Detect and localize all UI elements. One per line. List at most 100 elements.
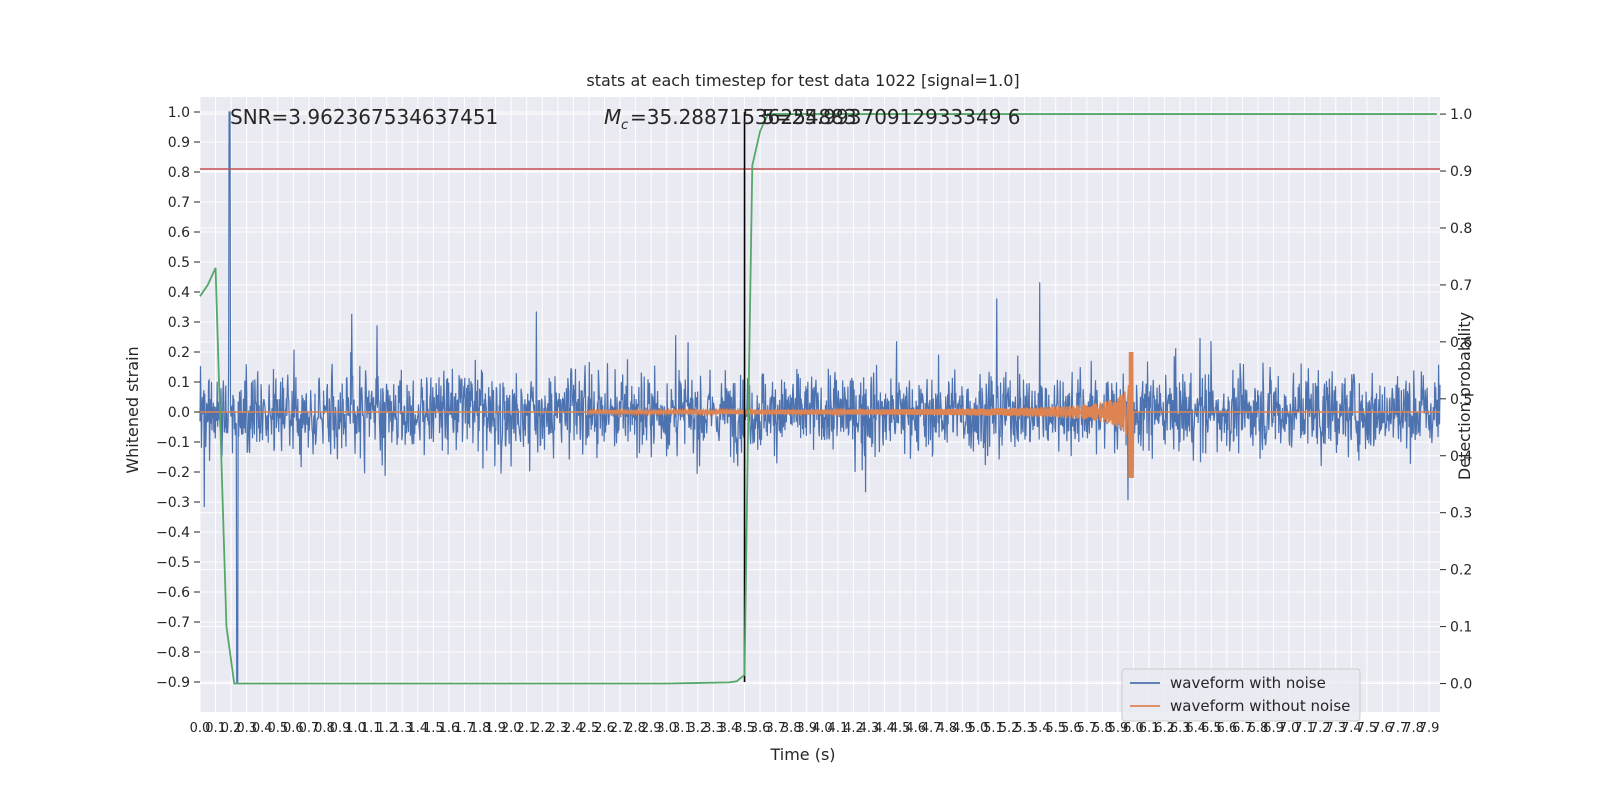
x-tick-label: 1.7	[454, 721, 475, 736]
y-tick-label-right: 0.3	[1450, 506, 1472, 522]
x-axis-label: Time (s)	[769, 745, 835, 764]
x-tick-label: 0.8	[314, 721, 335, 736]
x-tick-label: 7.1	[1294, 721, 1315, 736]
x-tick-label: 2.7	[610, 721, 631, 736]
x-tick-label: 6.9	[1263, 721, 1284, 736]
x-tick-label: 6.8	[1248, 721, 1269, 736]
x-tick-label: 5.7	[1076, 721, 1097, 736]
x-tick-label: 1.9	[485, 721, 506, 736]
y-tick-label-left: −0.7	[156, 615, 190, 631]
y-tick-label-right: 0.7	[1450, 278, 1472, 294]
x-tick-label: 6.6	[1217, 721, 1238, 736]
series-detection-probability	[199, 113, 1437, 685]
y-tick-label-left: −0.4	[156, 525, 190, 541]
x-tick-label: 2.0	[501, 721, 522, 736]
x-tick-label: 2.8	[625, 721, 646, 736]
y-tick-label-right: 0.6	[1450, 335, 1472, 351]
x-tick-label: 4.3	[859, 721, 880, 736]
x-tick-label: 4.0	[812, 721, 833, 736]
x-tick-label: 0.0	[190, 721, 211, 736]
chirp-mass-value: =35.28871536254883	[630, 105, 857, 129]
x-tick-label: 4.5	[890, 721, 911, 736]
x-tick-label: 5.6	[1061, 721, 1082, 736]
y-tick-label-right: 0.8	[1450, 221, 1472, 237]
y-tick-label-left: −0.3	[156, 495, 190, 511]
y-tick-label-right: 0.1	[1450, 620, 1472, 636]
x-tick-label: 7.6	[1372, 721, 1393, 736]
y-tick-label-right: 0.9	[1450, 164, 1472, 180]
x-tick-label: 7.5	[1357, 721, 1378, 736]
chart-title: stats at each timestep for test data 102…	[586, 71, 1019, 90]
y-tick-label-left: 0.0	[168, 405, 190, 421]
x-tick-label: 1.8	[470, 721, 491, 736]
x-tick-label: 3.7	[765, 721, 786, 736]
x-tick-label: 6.3	[1170, 721, 1191, 736]
y-tick-label-left: 0.8	[168, 165, 190, 181]
x-tick-label: 3.5	[734, 721, 755, 736]
x-tick-label: 7.8	[1403, 721, 1424, 736]
x-tick-label: 2.1	[516, 721, 537, 736]
clean-waveform-line	[200, 351, 1440, 479]
x-tick-label: 1.5	[423, 721, 444, 736]
y-tick-label-left: −0.6	[156, 585, 190, 601]
snr-annotation: SNR=3.962367534637451	[230, 105, 498, 129]
legend-label-noise: waveform with noise	[1170, 674, 1326, 692]
x-tick-label: 5.0	[968, 721, 989, 736]
x-tick-label: 0.2	[221, 721, 242, 736]
y-tick-label-left: −0.9	[156, 675, 190, 691]
y-tick-label-left: 0.2	[168, 345, 190, 361]
detection-probability-line	[199, 113, 1437, 685]
x-tick-label: 0.7	[299, 721, 320, 736]
x-tick-label: 4.8	[936, 721, 957, 736]
y-tick-label-left: 0.9	[168, 135, 190, 151]
x-tick-label: 0.5	[267, 721, 288, 736]
x-tick-label: 3.1	[672, 721, 693, 736]
x-tick-label: 1.6	[439, 721, 460, 736]
legend: waveform with noise waveform without noi…	[1121, 668, 1361, 722]
x-tick-label: 3.4	[719, 721, 740, 736]
x-tick-label: 2.5	[579, 721, 600, 736]
y-tick-label-right: 0.0	[1450, 677, 1472, 693]
x-tick-label: 3.0	[656, 721, 677, 736]
x-tick-label: 5.5	[1045, 721, 1066, 736]
x-tick-label: 5.9	[1108, 721, 1129, 736]
x-tick-label: 7.4	[1341, 721, 1362, 736]
y-tick-label-left: 0.4	[168, 285, 190, 301]
y-tick-label-left: −0.2	[156, 465, 190, 481]
chirp-mass-symbol: M	[604, 105, 621, 129]
y-tick-label-right: 0.2	[1450, 563, 1472, 579]
x-tick-label: 4.1	[828, 721, 849, 736]
y-tick-label-right: 0.5	[1450, 392, 1472, 408]
x-tick-label: 1.1	[361, 721, 382, 736]
right-y-axis-label: Detection probability	[1455, 312, 1474, 480]
x-tick-label: 2.2	[532, 721, 553, 736]
y-tick-label-left: 0.6	[168, 225, 190, 241]
x-tick-label: 1.0	[345, 721, 366, 736]
x-tick-label: 5.2	[999, 721, 1020, 736]
x-tick-label: 1.2	[376, 721, 397, 736]
y-tick-label-right: 1.0	[1450, 107, 1472, 123]
x-tick-label: 2.9	[641, 721, 662, 736]
y-tick-label-left: 0.7	[168, 195, 190, 211]
right-y-axis-ticks: 1.0 0.9 0.8 0.7 0.6 0.5 0.4 0.3 0.2 0.1 0.0	[1440, 107, 1472, 693]
x-tick-label: 1.4	[407, 721, 428, 736]
x-tick-label: 3.8	[781, 721, 802, 736]
y-tick-label-left: 0.1	[168, 375, 190, 391]
x-tick-label: 6.7	[1232, 721, 1253, 736]
overlapping-annotation: 5=25.99370912933349 6	[762, 105, 1021, 129]
x-tick-label: 5.1	[983, 721, 1004, 736]
y-tick-label-left: −0.5	[156, 555, 190, 571]
x-tick-label: 6.1	[1139, 721, 1160, 736]
x-tick-label: 5.8	[1092, 721, 1113, 736]
x-tick-label: 0.3	[236, 721, 257, 736]
x-tick-label: 0.4	[252, 721, 273, 736]
x-axis-ticks: 0.00.10.20.30.40.50.60.70.80.91.01.11.21…	[190, 721, 1440, 736]
x-tick-label: 7.3	[1325, 721, 1346, 736]
series-waveform-without-noise	[200, 351, 1440, 479]
left-y-axis-ticks: 1.0 0.9 0.8 0.7 0.6 0.5 0.4 0.3 0.2 0.1 0.0 −0.1 −0.…	[156, 105, 200, 691]
y-tick-label-left: 0.3	[168, 315, 190, 331]
x-tick-label: 3.6	[750, 721, 771, 736]
y-tick-label-right: 0.4	[1450, 449, 1472, 465]
left-y-axis-label: Whitened strain	[123, 346, 142, 473]
x-tick-label: 3.9	[796, 721, 817, 736]
